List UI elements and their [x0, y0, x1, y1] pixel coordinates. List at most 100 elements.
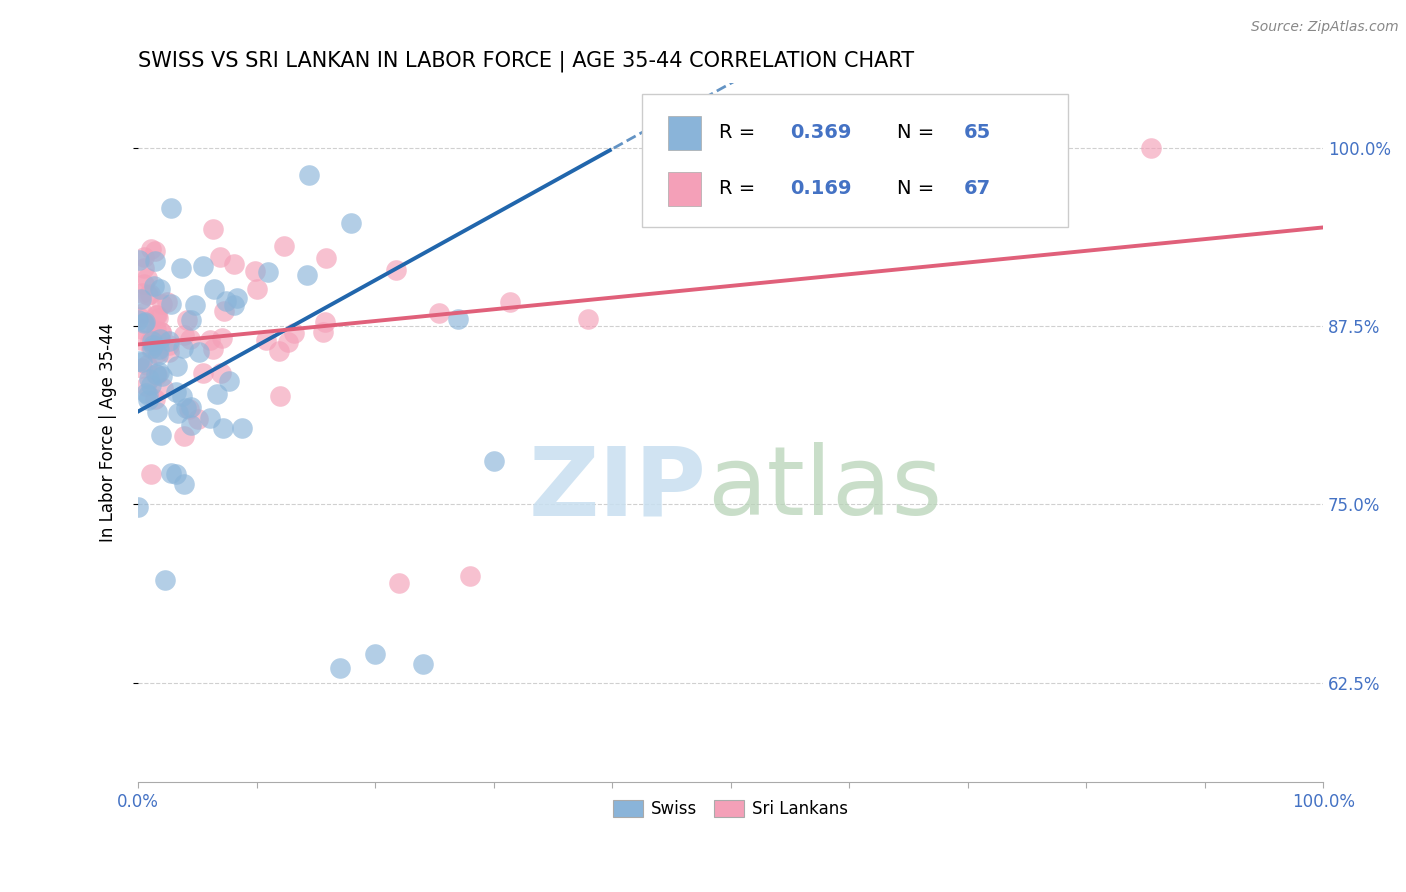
Point [578, 311, 600, 326]
Point [191, 366, 214, 380]
Text: 67: 67 [965, 178, 991, 198]
Point [152, 381, 174, 395]
Point [364, 647, 387, 661]
Point [132, 316, 155, 330]
Point [131, 360, 153, 375]
Point [143, 244, 166, 259]
Point [211, 331, 233, 345]
Point [146, 346, 169, 360]
Point [205, 387, 228, 401]
Y-axis label: In Labor Force | Age 35-44: In Labor Force | Age 35-44 [100, 323, 117, 542]
Point [1140, 140, 1163, 154]
Point [139, 378, 162, 392]
Point [145, 367, 167, 381]
Point [267, 344, 290, 359]
Point [132, 250, 155, 264]
Point [166, 406, 188, 420]
Text: atlas: atlas [707, 442, 942, 535]
Point [166, 359, 188, 373]
Point [273, 239, 295, 253]
Point [146, 309, 169, 323]
Point [174, 401, 197, 415]
Point [160, 466, 183, 480]
Point [135, 379, 157, 393]
Point [131, 322, 153, 336]
Point [146, 405, 169, 419]
Point [150, 325, 173, 339]
Point [141, 334, 163, 348]
Text: 0.169: 0.169 [790, 178, 852, 198]
Point [183, 298, 205, 312]
Point [224, 298, 246, 312]
Point [256, 264, 278, 278]
Point [157, 338, 180, 352]
Text: ZIP: ZIP [529, 442, 707, 535]
Point [149, 282, 172, 296]
Point [173, 476, 195, 491]
Point [139, 287, 162, 301]
Point [202, 282, 225, 296]
Point [187, 345, 209, 359]
Point [209, 250, 232, 264]
Point [243, 264, 266, 278]
Point [329, 661, 352, 675]
Point [170, 389, 193, 403]
Point [131, 354, 153, 368]
Point [148, 342, 170, 356]
Point [314, 315, 336, 329]
Point [447, 311, 470, 326]
Point [458, 568, 481, 582]
Point [283, 326, 305, 341]
Point [269, 388, 291, 402]
Text: 65: 65 [965, 123, 991, 142]
Point [165, 384, 187, 399]
Point [388, 575, 411, 590]
Point [150, 325, 173, 339]
Point [150, 428, 173, 442]
Point [150, 368, 173, 383]
Point [427, 305, 450, 319]
Point [138, 372, 160, 386]
Point [176, 313, 198, 327]
FancyBboxPatch shape [641, 94, 1069, 227]
Point [131, 292, 153, 306]
Point [127, 500, 149, 514]
Point [193, 259, 215, 273]
Point [179, 332, 201, 346]
Point [139, 334, 162, 348]
Point [200, 333, 222, 347]
Point [295, 268, 318, 283]
Point [277, 335, 299, 350]
Point [145, 323, 167, 337]
Point [145, 333, 167, 347]
Bar [668, 116, 702, 150]
Point [139, 242, 162, 256]
Point [482, 454, 505, 468]
Point [132, 306, 155, 320]
Point [340, 216, 363, 230]
Bar [668, 172, 702, 206]
Legend: Swiss, Sri Lankans: Swiss, Sri Lankans [606, 793, 855, 824]
Point [315, 251, 337, 265]
Point [131, 286, 153, 301]
Text: Source: ZipAtlas.com: Source: ZipAtlas.com [1251, 20, 1399, 34]
Point [142, 338, 165, 352]
Point [215, 294, 238, 309]
Point [201, 222, 224, 236]
Point [149, 332, 172, 346]
Point [202, 342, 225, 356]
Point [498, 294, 520, 309]
Point [173, 327, 195, 342]
Text: N =: N = [897, 178, 941, 198]
Point [128, 310, 150, 324]
Point [135, 386, 157, 401]
Text: SWISS VS SRI LANKAN IN LABOR FORCE | AGE 35-44 CORRELATION CHART: SWISS VS SRI LANKAN IN LABOR FORCE | AGE… [138, 51, 914, 72]
Point [150, 297, 173, 311]
Point [412, 657, 434, 671]
Point [143, 279, 166, 293]
Point [129, 334, 152, 348]
Point [134, 315, 156, 329]
Text: R =: R = [718, 123, 761, 142]
Point [225, 291, 247, 305]
Point [141, 343, 163, 357]
